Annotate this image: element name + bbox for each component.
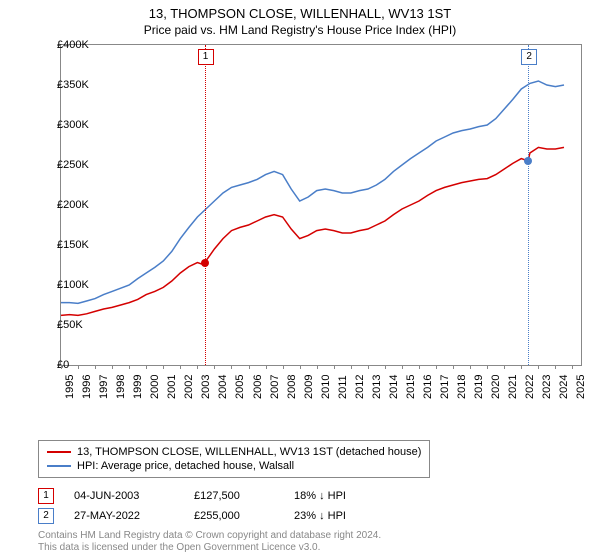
event-marker: 1	[198, 49, 214, 65]
event-price: £255,000	[194, 510, 274, 522]
y-tick-label: £200K	[57, 199, 105, 211]
x-tick-label: 2009	[303, 375, 315, 399]
event-number-box: 2	[38, 508, 54, 524]
x-tick-label: 2013	[371, 375, 383, 399]
chart-area: £0£50K£100K£150K£200K£250K£300K£350K£400…	[10, 44, 590, 404]
legend-label: HPI: Average price, detached house, Wals…	[77, 460, 294, 472]
event-price: £127,500	[194, 490, 274, 502]
chart-title: 13, THOMPSON CLOSE, WILLENHALL, WV13 1ST	[0, 0, 600, 21]
legend-label: 13, THOMPSON CLOSE, WILLENHALL, WV13 1ST…	[77, 446, 421, 458]
x-tick-label: 2005	[234, 375, 246, 399]
x-tick-label: 2022	[524, 375, 536, 399]
y-tick-label: £250K	[57, 159, 105, 171]
x-tick-label: 1997	[98, 375, 110, 399]
series-line	[61, 147, 564, 315]
legend: 13, THOMPSON CLOSE, WILLENHALL, WV13 1ST…	[38, 440, 430, 478]
chart-container: 13, THOMPSON CLOSE, WILLENHALL, WV13 1ST…	[0, 0, 600, 560]
x-tick-label: 2014	[388, 375, 400, 399]
x-tick-label: 2021	[507, 375, 519, 399]
x-tick-label: 1998	[115, 375, 127, 399]
x-tick-label: 2000	[149, 375, 161, 399]
event-row: 2 27-MAY-2022 £255,000 23% ↓ HPI	[38, 506, 394, 526]
footer-attribution: Contains HM Land Registry data © Crown c…	[38, 530, 381, 554]
y-tick-label: £300K	[57, 119, 105, 131]
x-tick-label: 1995	[64, 375, 76, 399]
x-tick-label: 2003	[200, 375, 212, 399]
event-vline	[205, 45, 206, 365]
x-tick-label: 2018	[456, 375, 468, 399]
event-dot	[201, 259, 209, 267]
footer-line-2: This data is licensed under the Open Gov…	[38, 542, 381, 554]
event-pct: 18% ↓ HPI	[294, 490, 394, 502]
event-date: 27-MAY-2022	[74, 510, 174, 522]
x-tick-label: 2007	[269, 375, 281, 399]
x-tick-label: 2024	[558, 375, 570, 399]
chart-subtitle: Price paid vs. HM Land Registry's House …	[0, 21, 600, 41]
events-table: 1 04-JUN-2003 £127,500 18% ↓ HPI 2 27-MAY-202…	[38, 486, 394, 526]
plot-area: £0£50K£100K£150K£200K£250K£300K£350K£400…	[60, 44, 582, 366]
x-tick-label: 2010	[320, 375, 332, 399]
x-tick-label: 2023	[541, 375, 553, 399]
legend-item: HPI: Average price, detached house, Wals…	[47, 459, 421, 473]
event-marker: 2	[521, 49, 537, 65]
x-tick-label: 2012	[354, 375, 366, 399]
legend-swatch	[47, 465, 71, 467]
x-tick-label: 1999	[132, 375, 144, 399]
event-dot	[524, 157, 532, 165]
legend-item: 13, THOMPSON CLOSE, WILLENHALL, WV13 1ST…	[47, 445, 421, 459]
x-tick-label: 2006	[252, 375, 264, 399]
chart-lines	[61, 45, 581, 365]
x-tick-label: 2004	[217, 375, 229, 399]
event-vline	[528, 45, 529, 365]
y-tick-label: £50K	[57, 319, 105, 331]
legend-swatch	[47, 451, 71, 453]
x-tick-label: 2001	[166, 375, 178, 399]
x-tick-label: 2020	[490, 375, 502, 399]
x-tick-label: 2002	[183, 375, 195, 399]
event-pct: 23% ↓ HPI	[294, 510, 394, 522]
event-number-box: 1	[38, 488, 54, 504]
x-tick-label: 2025	[575, 375, 587, 399]
footer-line-1: Contains HM Land Registry data © Crown c…	[38, 530, 381, 542]
event-date: 04-JUN-2003	[74, 490, 174, 502]
y-tick-label: £350K	[57, 79, 105, 91]
x-tick-label: 2016	[422, 375, 434, 399]
y-tick-label: £100K	[57, 279, 105, 291]
x-tick-label: 2015	[405, 375, 417, 399]
x-tick-label: 1996	[81, 375, 93, 399]
y-tick-label: £150K	[57, 239, 105, 251]
y-tick-label: £0	[57, 359, 105, 371]
series-line	[61, 81, 564, 303]
y-tick-label: £400K	[57, 39, 105, 51]
event-row: 1 04-JUN-2003 £127,500 18% ↓ HPI	[38, 486, 394, 506]
x-tick-label: 2019	[473, 375, 485, 399]
x-tick-label: 2008	[286, 375, 298, 399]
x-tick-label: 2011	[337, 375, 349, 399]
x-tick-label: 2017	[439, 375, 451, 399]
